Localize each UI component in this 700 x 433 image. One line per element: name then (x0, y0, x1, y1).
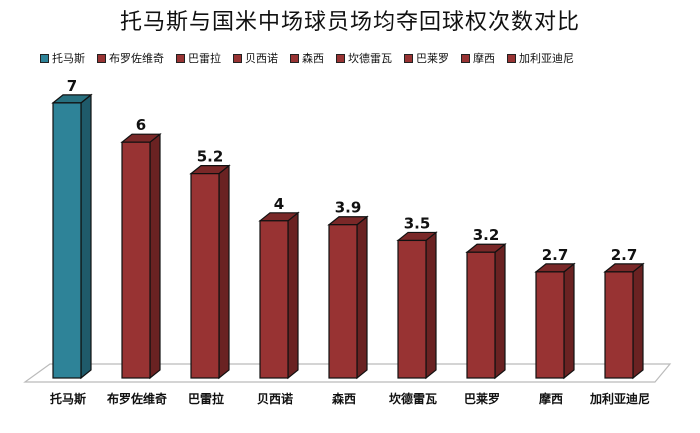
legend-swatch-icon (40, 53, 49, 63)
value-label: 5.2 (197, 148, 224, 166)
x-axis-label: 森西 (331, 392, 357, 406)
x-axis-label: 托马斯 (49, 392, 87, 406)
legend-label: 摩西 (473, 52, 495, 65)
bar: 2.7 (534, 246, 576, 380)
bar: 3.2 (465, 226, 507, 380)
bar: 3.5 (396, 214, 438, 380)
legend-swatch-icon (507, 53, 516, 63)
legend-swatch-icon (336, 53, 345, 63)
legend-swatch-icon (233, 53, 242, 63)
legend-item: 贝西诺 (233, 50, 278, 66)
x-axis-label: 贝西诺 (256, 392, 294, 406)
x-axis-label: 布罗佐维奇 (106, 392, 168, 406)
bar: 7 (51, 77, 93, 380)
legend-swatch-icon (290, 53, 299, 63)
legend-label: 坎德雷瓦 (348, 52, 392, 65)
bar: 4 (258, 195, 300, 380)
chart-title: 托马斯与国米中场球员场均夺回球权次数对比 (119, 10, 580, 35)
legend-item: 加利亚迪尼 (507, 50, 574, 66)
legend-label: 森西 (302, 52, 324, 65)
value-label: 3.9 (335, 199, 362, 217)
x-axis-label: 巴雷拉 (187, 392, 225, 406)
legend-item: 巴雷拉 (176, 50, 221, 66)
legend-label: 布罗佐维奇 (109, 52, 164, 65)
value-label: 4 (274, 195, 284, 213)
x-axis-label: 加利亚迪尼 (589, 392, 651, 406)
chart-legend: 托马斯 布罗佐维奇 巴雷拉 贝西诺 森西 坎德雷瓦 巴莱罗 摩西 加利亚迪尼 (40, 50, 680, 66)
value-label: 2.7 (542, 246, 569, 264)
legend-label: 巴莱罗 (416, 52, 449, 65)
legend-swatch-icon (404, 53, 413, 63)
legend-swatch-icon (176, 53, 185, 63)
bars-group: 7 6 5.2 4 3.9 3.5 3.2 2.7 2.7 (51, 77, 645, 380)
legend-item: 托马斯 (40, 50, 85, 66)
legend-label: 托马斯 (52, 52, 85, 65)
value-label: 3.5 (404, 214, 431, 232)
value-label: 3.2 (473, 226, 500, 244)
bar: 5.2 (189, 148, 231, 380)
bar: 6 (120, 116, 162, 380)
legend-item: 坎德雷瓦 (336, 50, 392, 66)
legend-label: 加利亚迪尼 (519, 52, 574, 65)
value-label: 7 (67, 77, 77, 95)
value-label: 6 (136, 116, 146, 134)
x-axis-label: 坎德雷瓦 (388, 392, 438, 406)
legend-item: 布罗佐维奇 (97, 50, 164, 66)
legend-item: 森西 (290, 50, 324, 66)
legend-swatch-icon (461, 53, 470, 63)
legend-item: 摩西 (461, 50, 495, 66)
bar: 2.7 (603, 246, 645, 380)
value-label: 2.7 (611, 246, 638, 264)
legend-item: 巴莱罗 (404, 50, 449, 66)
legend-swatch-icon (97, 53, 106, 63)
x-axis-label: 摩西 (538, 392, 564, 406)
legend-label: 贝西诺 (245, 52, 278, 65)
x-axis-label: 巴莱罗 (463, 392, 501, 406)
legend-label: 巴雷拉 (188, 52, 221, 65)
bar: 3.9 (327, 199, 369, 380)
